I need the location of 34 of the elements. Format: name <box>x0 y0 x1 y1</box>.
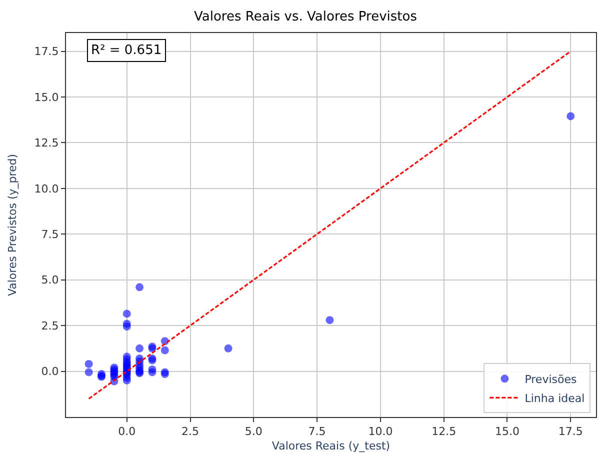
point <box>122 322 131 330</box>
point <box>84 360 93 368</box>
x-tick-label: 7.5 <box>308 425 326 438</box>
x-tick-label: 15.0 <box>494 425 520 438</box>
x-tick-label: 10.0 <box>368 425 393 438</box>
point <box>84 368 93 376</box>
point <box>122 310 131 318</box>
point <box>136 283 144 292</box>
y-tick-label: 0.0 <box>41 365 59 378</box>
x-tick-label: 17.5 <box>558 425 583 438</box>
point <box>122 376 131 384</box>
y-tick-label: 5.0 <box>41 274 59 287</box>
point <box>148 368 156 376</box>
point <box>224 344 232 352</box>
point <box>566 112 575 120</box>
y-tick-label: 15.0 <box>34 90 59 104</box>
point <box>136 344 144 352</box>
legend-label: Linha ideal <box>524 392 585 405</box>
x-tick-label: 12.5 <box>432 425 456 438</box>
y-tick-label: 10.0 <box>34 182 59 196</box>
y-axis-title: Valores Previstos (y_pred) <box>6 154 19 296</box>
chart-title: Valores Reais vs. Valores Previstos <box>194 10 418 25</box>
point <box>326 316 334 324</box>
legend-label: Previsões <box>524 372 577 386</box>
annotation: R² = 0.651 <box>91 43 162 58</box>
x-tick-label: 0.0 <box>118 425 136 438</box>
point <box>160 346 169 354</box>
y-tick-label: 2.5 <box>41 319 59 332</box>
y-tick-label: 7.5 <box>41 228 59 241</box>
x-axis-title: Valores Reais (y_test) <box>272 439 390 452</box>
y-tick-label: 17.5 <box>34 45 59 58</box>
x-tick-label: 5.0 <box>244 425 262 438</box>
y-tick-label: 12.5 <box>34 136 59 150</box>
x-tick-label: 2.5 <box>182 425 200 438</box>
